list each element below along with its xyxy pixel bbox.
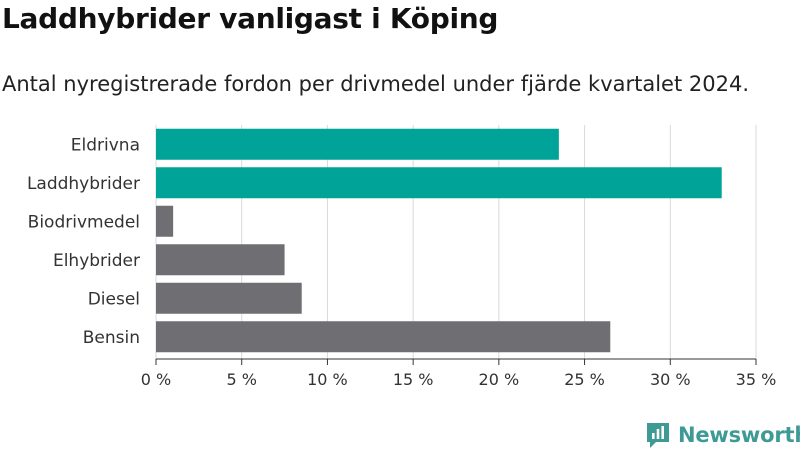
brand-name: Newsworthy xyxy=(678,423,800,447)
category-label: Eldrivna xyxy=(71,135,140,155)
chart-title: Laddhybrider vanligast i Köping xyxy=(2,2,499,35)
category-label: Elhybrider xyxy=(53,251,140,271)
category-label: Diesel xyxy=(88,289,140,309)
x-tick-label: 10 % xyxy=(307,370,348,389)
gridlines xyxy=(155,125,757,359)
bar-laddhybrider xyxy=(156,167,722,199)
bar-elhybrider xyxy=(156,244,285,276)
x-tick-label: 30 % xyxy=(650,370,691,389)
x-tick-label: 5 % xyxy=(226,370,256,389)
bar-bensin xyxy=(156,321,611,353)
x-tick-label: 15 % xyxy=(393,370,434,389)
newsworthy-logo: Newsworthy xyxy=(645,420,800,450)
chart-subtitle: Antal nyregistrerade fordon per drivmede… xyxy=(2,72,750,96)
bars xyxy=(156,128,722,353)
category-label: Bensin xyxy=(83,328,140,348)
category-label: Biodrivmedel xyxy=(28,212,140,232)
x-tick-label: 35 % xyxy=(736,370,777,389)
newsworthy-logo-icon xyxy=(647,423,669,448)
x-tick-label: 0 % xyxy=(141,370,171,389)
x-axis: 0 % 5 % 10 % 15 % 20 % 25 % 30 % 35 % xyxy=(141,358,777,389)
bar-diesel xyxy=(156,282,302,314)
bar-eldrivna xyxy=(156,128,559,160)
x-tick-label: 25 % xyxy=(564,370,605,389)
category-labels: Eldrivna Laddhybrider Biodrivmedel Elhybrid… xyxy=(27,135,140,348)
x-tick-label: 20 % xyxy=(479,370,520,389)
category-label: Laddhybrider xyxy=(27,174,140,194)
bar-biodrivmedel xyxy=(156,205,174,237)
